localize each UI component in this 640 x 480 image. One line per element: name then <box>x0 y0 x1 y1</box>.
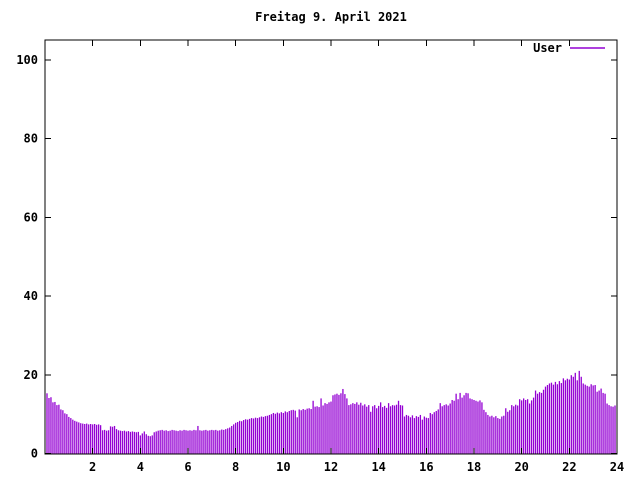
series-user-bars <box>46 370 616 454</box>
y-tick-label: 80 <box>24 132 38 146</box>
x-tick-label: 14 <box>371 460 385 474</box>
x-tick-label: 24 <box>610 460 624 474</box>
x-tick-label: 22 <box>562 460 576 474</box>
x-tick-label: 8 <box>232 460 239 474</box>
y-tick-label: 100 <box>16 53 38 67</box>
x-tick-label: 2 <box>89 460 96 474</box>
legend-label-user: User <box>533 41 562 55</box>
y-tick-label: 0 <box>31 447 38 461</box>
x-tick-label: 4 <box>137 460 144 474</box>
legend: User <box>533 41 605 55</box>
x-tick-label: 18 <box>467 460 481 474</box>
y-tick-label: 20 <box>24 368 38 382</box>
y-tick-label: 40 <box>24 289 38 303</box>
axes <box>44 39 618 455</box>
chart-title: Freitag 9. April 2021 <box>255 10 407 24</box>
x-tick-label: 12 <box>324 460 338 474</box>
x-tick-label: 16 <box>419 460 433 474</box>
y-tick-label: 60 <box>24 210 38 224</box>
x-tick-label: 20 <box>514 460 528 474</box>
x-tick-label: 10 <box>276 460 290 474</box>
x-tick-label: 6 <box>184 460 191 474</box>
